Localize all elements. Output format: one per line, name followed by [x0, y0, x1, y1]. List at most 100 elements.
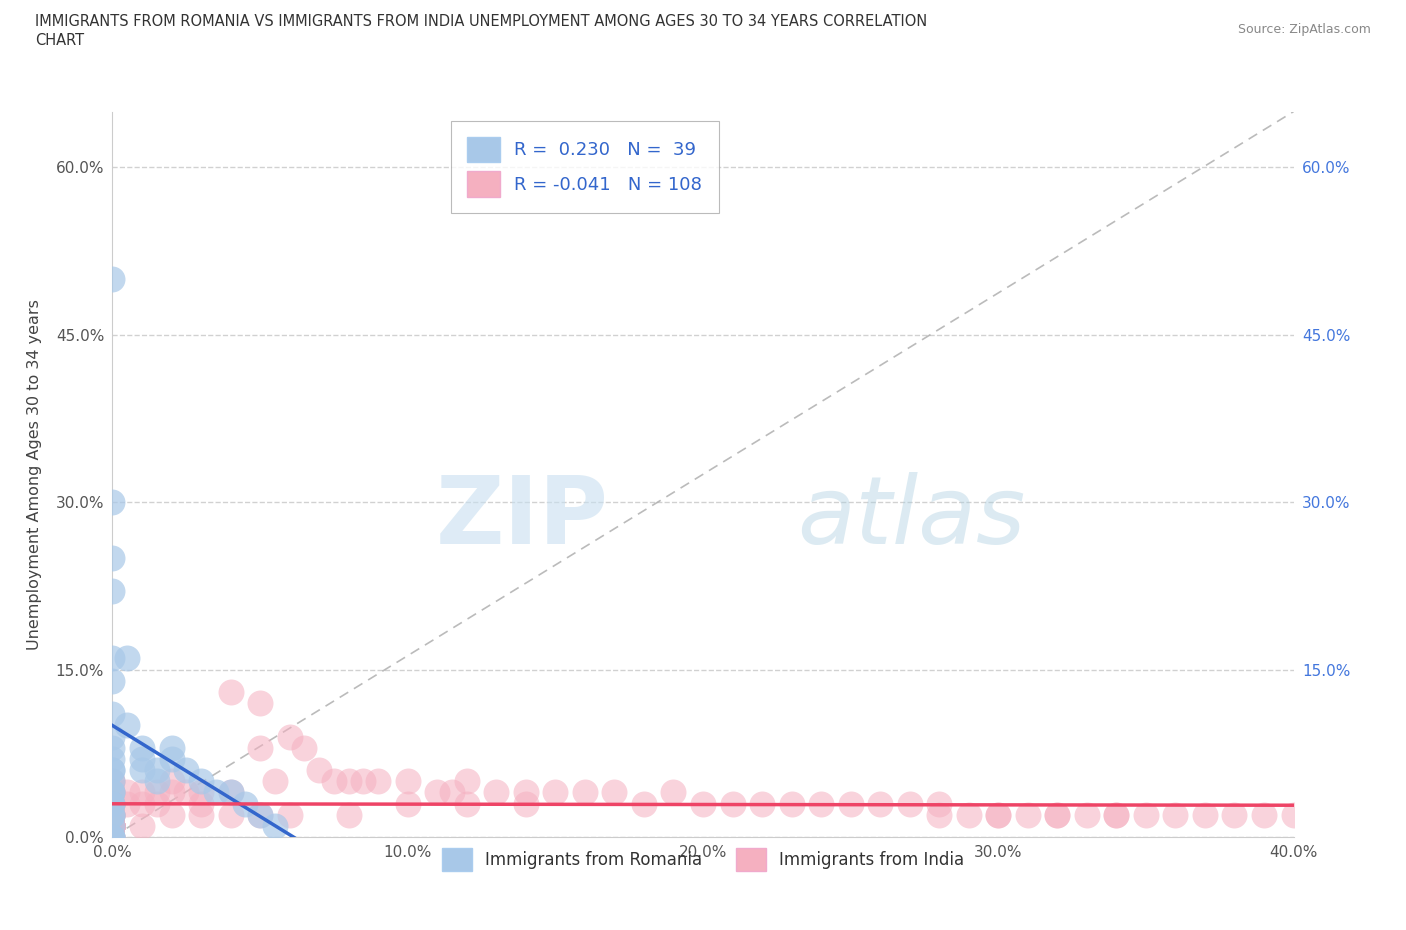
- Point: [721, 796, 744, 811]
- Y-axis label: Unemployment Among Ages 30 to 34 years: Unemployment Among Ages 30 to 34 years: [27, 299, 42, 650]
- Point: [131, 785, 153, 800]
- Point: [101, 551, 124, 565]
- Point: [101, 818, 124, 833]
- Point: [1223, 807, 1246, 822]
- Point: [160, 740, 183, 755]
- Point: [146, 763, 169, 777]
- Point: [278, 729, 301, 744]
- Point: [146, 774, 169, 789]
- Point: [101, 818, 124, 833]
- Point: [249, 740, 271, 755]
- Point: [101, 818, 124, 833]
- Point: [101, 830, 124, 844]
- Point: [101, 763, 124, 777]
- Point: [101, 830, 124, 844]
- Point: [205, 785, 228, 800]
- Point: [101, 796, 124, 811]
- Point: [101, 818, 124, 833]
- Point: [928, 796, 950, 811]
- Point: [101, 830, 124, 844]
- Point: [174, 785, 197, 800]
- Point: [219, 807, 242, 822]
- Point: [146, 796, 169, 811]
- Point: [101, 818, 124, 833]
- Point: [101, 830, 124, 844]
- Point: [101, 818, 124, 833]
- Point: [101, 774, 124, 789]
- Point: [101, 796, 124, 811]
- Point: [101, 818, 124, 833]
- Point: [396, 774, 419, 789]
- Point: [515, 785, 537, 800]
- Point: [101, 807, 124, 822]
- Point: [101, 785, 124, 800]
- Point: [426, 785, 449, 800]
- Point: [190, 796, 212, 811]
- Point: [101, 818, 124, 833]
- Point: [957, 807, 980, 822]
- Point: [1046, 807, 1069, 822]
- Point: [101, 818, 124, 833]
- Point: [101, 272, 124, 286]
- Point: [544, 785, 567, 800]
- Point: [456, 796, 478, 811]
- Point: [101, 830, 124, 844]
- Point: [1135, 807, 1157, 822]
- Point: [101, 774, 124, 789]
- Text: ZIP: ZIP: [436, 472, 609, 564]
- Point: [337, 807, 360, 822]
- Point: [131, 751, 153, 766]
- Point: [1017, 807, 1039, 822]
- Point: [101, 807, 124, 822]
- Point: [485, 785, 508, 800]
- Point: [101, 751, 124, 766]
- Point: [352, 774, 374, 789]
- Point: [101, 796, 124, 811]
- Point: [101, 818, 124, 833]
- Point: [1105, 807, 1128, 822]
- Point: [101, 807, 124, 822]
- Point: [101, 818, 124, 833]
- Point: [101, 818, 124, 833]
- Point: [101, 796, 124, 811]
- Point: [117, 785, 138, 800]
- Point: [839, 796, 862, 811]
- Point: [987, 807, 1010, 822]
- Point: [131, 763, 153, 777]
- Point: [101, 818, 124, 833]
- Point: [101, 774, 124, 789]
- Point: [190, 774, 212, 789]
- Point: [101, 707, 124, 722]
- Point: [101, 818, 124, 833]
- Text: Source: ZipAtlas.com: Source: ZipAtlas.com: [1237, 23, 1371, 36]
- Point: [101, 763, 124, 777]
- Point: [603, 785, 626, 800]
- Point: [101, 818, 124, 833]
- Point: [456, 774, 478, 789]
- Point: [101, 818, 124, 833]
- Point: [662, 785, 685, 800]
- Point: [190, 807, 212, 822]
- Point: [160, 774, 183, 789]
- Point: [928, 807, 950, 822]
- Point: [101, 818, 124, 833]
- Point: [810, 796, 832, 811]
- Point: [751, 796, 773, 811]
- Point: [160, 751, 183, 766]
- Point: [174, 763, 197, 777]
- Point: [323, 774, 346, 789]
- Point: [101, 818, 124, 833]
- Point: [101, 729, 124, 744]
- Point: [1076, 807, 1098, 822]
- Point: [1282, 807, 1305, 822]
- Point: [249, 807, 271, 822]
- Text: CHART: CHART: [35, 33, 84, 47]
- Point: [308, 763, 330, 777]
- Point: [101, 651, 124, 666]
- Point: [219, 684, 242, 699]
- Point: [574, 785, 596, 800]
- Point: [101, 740, 124, 755]
- Point: [219, 785, 242, 800]
- Point: [1164, 807, 1187, 822]
- Point: [101, 785, 124, 800]
